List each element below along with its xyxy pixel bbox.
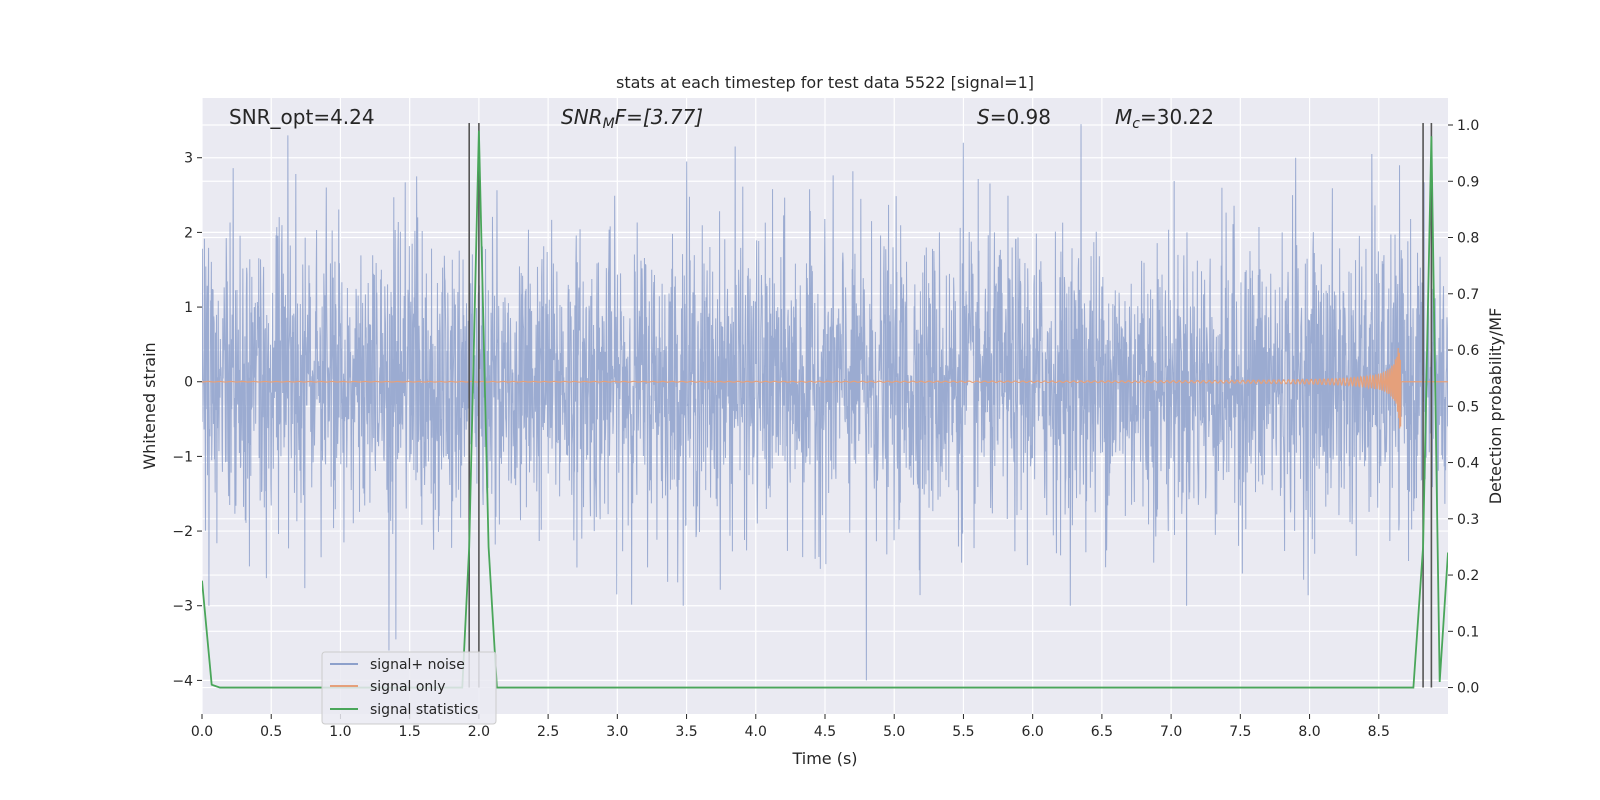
y-axis-right-label: Detection probability/MF	[1486, 308, 1505, 505]
x-tick-label: 6.5	[1091, 724, 1113, 740]
y-right-tick-label: 0.3	[1457, 512, 1479, 528]
x-tick-label: 4.5	[814, 724, 836, 740]
annotation-snr-mf: SNRMF=[3.77]	[561, 105, 703, 132]
x-tick-label: 7.0	[1160, 724, 1182, 740]
legend-label-signal-statistics: signal statistics	[370, 702, 478, 718]
x-tick-label: 4.0	[745, 724, 767, 740]
x-axis-label: Time (s)	[791, 749, 857, 768]
y-tick-label: −4	[172, 673, 193, 689]
x-tick-label: 3.5	[675, 724, 697, 740]
x-tick-label: 2.5	[537, 724, 559, 740]
y-right-tick-label: 0.5	[1457, 399, 1479, 415]
annotation-mc: Mc=30.22	[1115, 105, 1214, 132]
y-axis-label: Whitened strain	[140, 342, 159, 469]
y-right-tick-label: 0.8	[1457, 231, 1479, 247]
x-tick-label: 8.5	[1368, 724, 1390, 740]
y-right-tick-label: 0.1	[1457, 624, 1479, 640]
legend-box	[321, 651, 497, 725]
series-layer	[202, 123, 1448, 689]
series-signal-only	[202, 347, 1448, 429]
annotation-snr-opt: SNR_opt=4.24	[229, 105, 375, 129]
y-tick-label: −3	[172, 599, 193, 615]
x-tick-label: 5.0	[883, 724, 905, 740]
snr-mf-subscript: M	[603, 116, 615, 132]
y-right-tick-label: 0.0	[1457, 681, 1479, 697]
x-tick-label: 8.0	[1298, 724, 1320, 740]
y-tick-label: 1	[184, 300, 193, 316]
s-variable: S	[977, 105, 990, 129]
chart-title: stats at each timestep for test data 552…	[616, 73, 1034, 92]
x-tick-label: 7.5	[1229, 724, 1251, 740]
x-tick-label: 1.0	[329, 724, 351, 740]
x-tick-label: 6.0	[1022, 724, 1044, 740]
y-tick-label: −2	[172, 524, 193, 540]
y-tick-label: 3	[184, 151, 193, 167]
y-right-tick-label: 0.7	[1457, 287, 1479, 303]
x-tick-label: 2.0	[468, 724, 490, 740]
y-tick-label: 2	[184, 225, 193, 241]
legend: signal+ noise signal only signal statist…	[321, 651, 497, 725]
x-tick-label: 0.5	[260, 724, 282, 740]
y-right-tick-label: 0.9	[1457, 174, 1479, 190]
snr-mf-tail: F=[3.77]	[615, 105, 703, 129]
x-tick-label: 3.0	[606, 724, 628, 740]
annotation-s: S=0.98	[977, 105, 1051, 129]
y-right-tick-label: 0.4	[1457, 456, 1479, 472]
s-value: =0.98	[990, 105, 1051, 129]
y-tick-label: −1	[172, 449, 193, 465]
series-signal-statistics	[202, 130, 1448, 689]
legend-label-signal-noise: signal+ noise	[370, 657, 465, 673]
y-right-tick-label: 1.0	[1457, 118, 1479, 134]
series-signal-noise	[202, 124, 1448, 681]
legend-label-signal-only: signal only	[370, 679, 445, 695]
mc-value: =30.22	[1140, 105, 1214, 129]
x-tick-label: 1.5	[399, 724, 421, 740]
x-tick-label: 0.0	[191, 724, 213, 740]
y-tick-label: 0	[184, 375, 193, 391]
axis-ticks: 0.0 0.5 1.0 1.5 2.0 2.5 3.0 3.5 4.0 4.5 5.0 5.5 6.0 6…	[172, 118, 1479, 740]
y-right-tick-label: 0.2	[1457, 568, 1479, 584]
detection-vlines	[468, 123, 1433, 688]
snr-mf-base: SNR	[561, 105, 603, 129]
mc-variable: M	[1115, 105, 1132, 129]
mc-subscript: c	[1132, 116, 1140, 132]
y-right-tick-label: 0.6	[1457, 343, 1479, 359]
x-tick-label: 5.5	[952, 724, 974, 740]
